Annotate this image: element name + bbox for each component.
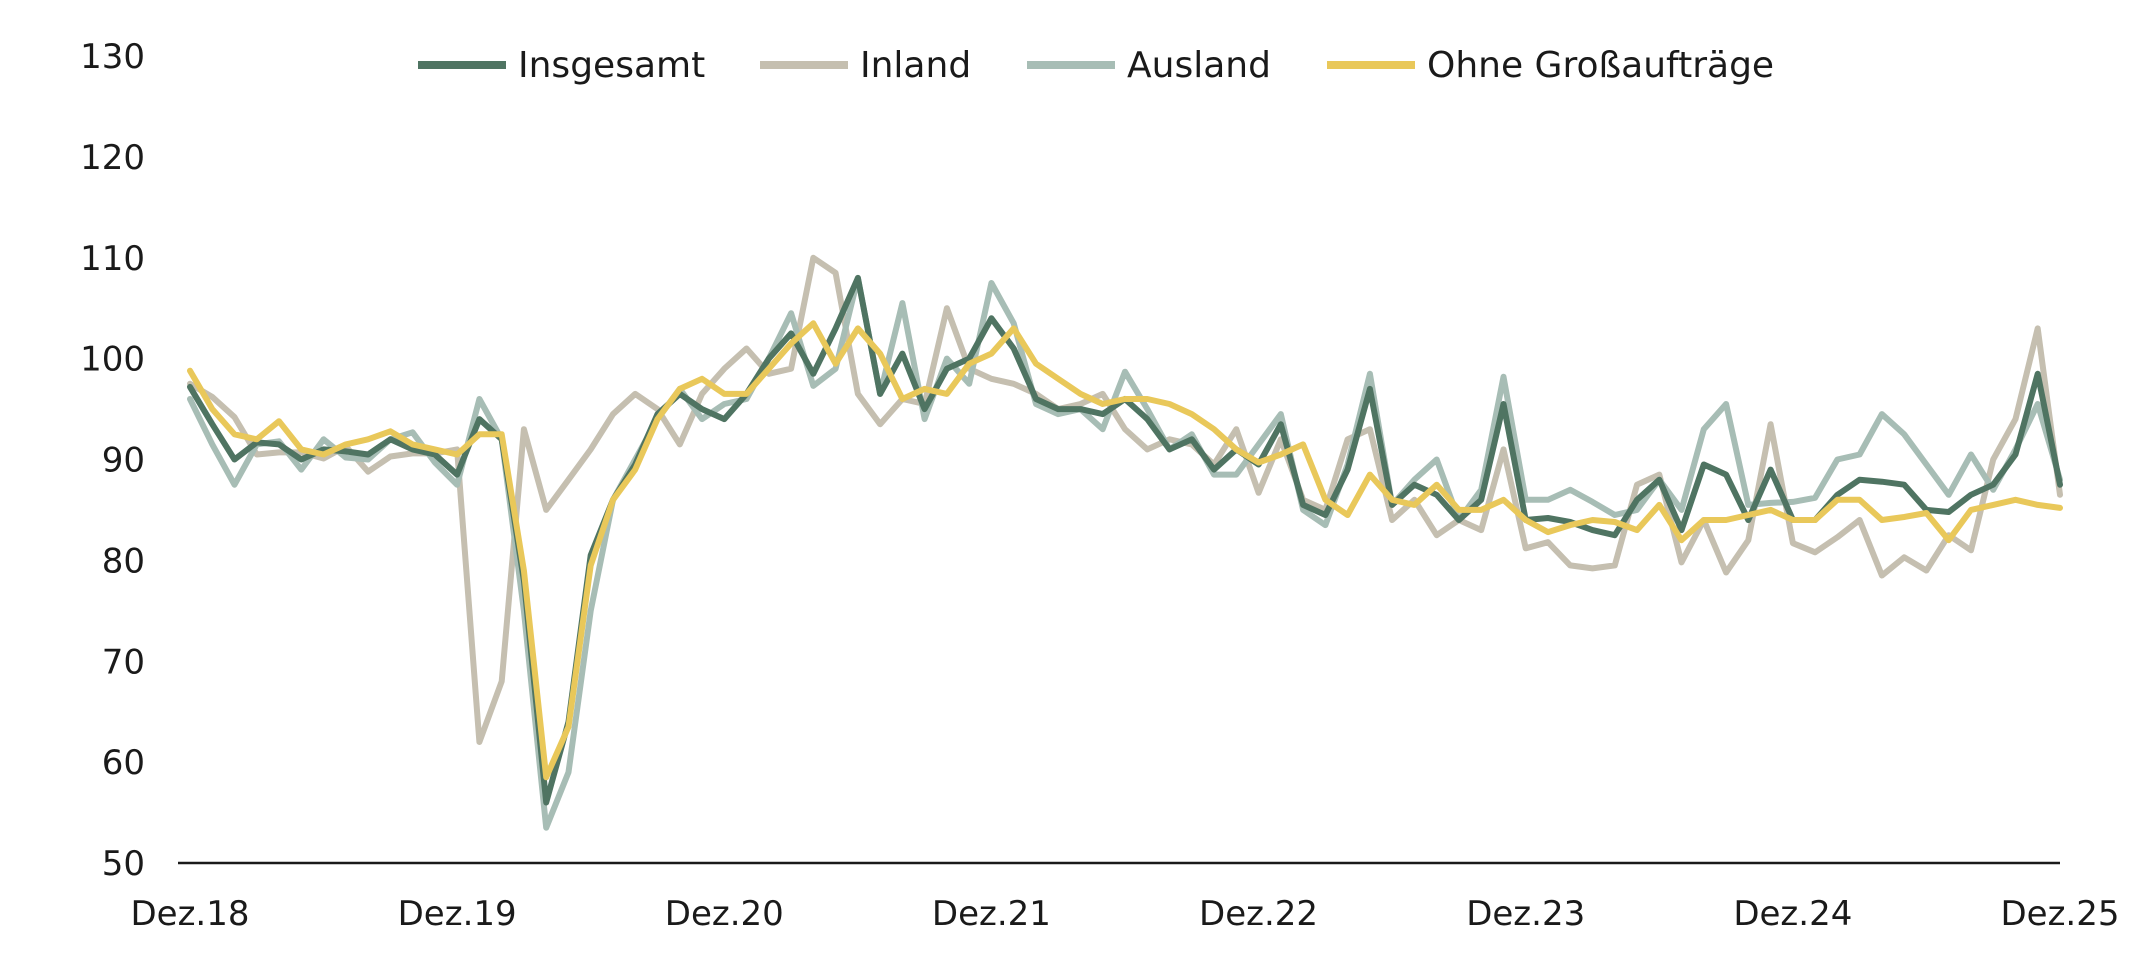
x-axis-tick-labels: Dez.18 Dez.19 Dez.20 Dez.21 Dez.22 Dez.23 Dez.…: [130, 894, 2119, 934]
y-tick-label: 90: [102, 441, 145, 481]
y-tick-label: 50: [102, 844, 145, 884]
legend-label: Insgesamt: [518, 45, 705, 86]
series-line-ausland: [187, 274, 2063, 831]
y-tick-label: 100: [80, 340, 145, 380]
series-line-insgesamt: [187, 274, 2063, 806]
y-tick-label: 110: [80, 239, 145, 279]
legend-label: Ohne Großaufträge: [1427, 45, 1774, 86]
legend-label: Inland: [860, 45, 971, 86]
x-tick-label: Dez.24: [1733, 894, 1852, 934]
x-tick-label: Dez.20: [665, 894, 784, 934]
y-tick-label: 70: [102, 642, 145, 682]
series-lines: [187, 254, 2063, 831]
x-tick-label: Dez.23: [1466, 894, 1585, 934]
x-tick-label: Dez.18: [130, 894, 249, 934]
legend: Insgesamt Inland Ausland Ohne Großaufträge: [418, 45, 1774, 86]
x-tick-label: Dez.25: [2000, 894, 2119, 934]
y-tick-label: 130: [80, 37, 145, 77]
y-axis-tick-labels: 50 60 70 80 90 100 110 120 130: [80, 37, 145, 884]
y-tick-label: 80: [102, 541, 145, 581]
y-tick-label: 60: [102, 743, 145, 783]
y-tick-label: 120: [80, 138, 145, 178]
x-tick-label: Dez.19: [398, 894, 517, 934]
series-line-ohne-gro-auftr-ge: [187, 320, 2063, 781]
legend-label: Ausland: [1127, 45, 1271, 86]
x-tick-label: Dez.22: [1199, 894, 1318, 934]
x-tick-label: Dez.21: [932, 894, 1051, 934]
series-line-inland: [187, 254, 2063, 745]
